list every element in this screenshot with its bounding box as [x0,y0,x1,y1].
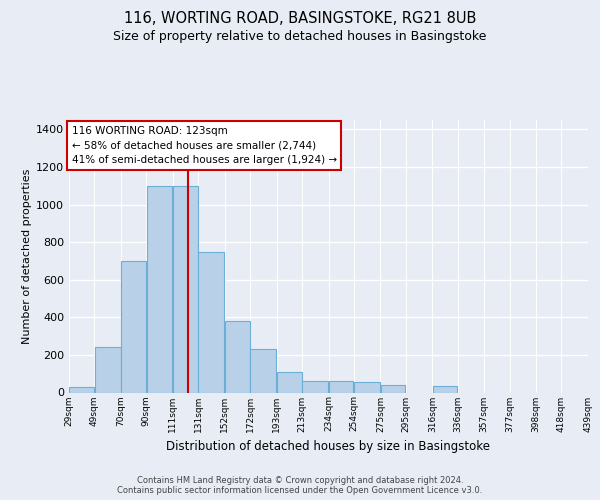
Text: 116 WORTING ROAD: 123sqm
← 58% of detached houses are smaller (2,744)
41% of sem: 116 WORTING ROAD: 123sqm ← 58% of detach… [71,126,337,165]
Text: Contains public sector information licensed under the Open Government Licence v3: Contains public sector information licen… [118,486,482,495]
Bar [277,372,302,392]
Text: 116, WORTING ROAD, BASINGSTOKE, RG21 8UB: 116, WORTING ROAD, BASINGSTOKE, RG21 8UB [124,11,476,26]
Bar [199,252,224,392]
Bar [329,381,353,392]
Bar [433,386,457,392]
Bar [250,350,276,393]
X-axis label: Distribution of detached houses by size in Basingstoke: Distribution of detached houses by size … [167,440,491,453]
Bar [121,261,146,392]
Y-axis label: Number of detached properties: Number of detached properties [22,168,32,344]
Bar [173,186,198,392]
Bar [70,387,94,392]
Bar [302,381,328,392]
Bar [381,385,406,392]
Bar [146,186,172,392]
Bar [354,382,380,392]
Bar [95,348,121,393]
Text: Contains HM Land Registry data © Crown copyright and database right 2024.: Contains HM Land Registry data © Crown c… [137,476,463,485]
Text: Size of property relative to detached houses in Basingstoke: Size of property relative to detached ho… [113,30,487,43]
Bar [225,321,250,392]
